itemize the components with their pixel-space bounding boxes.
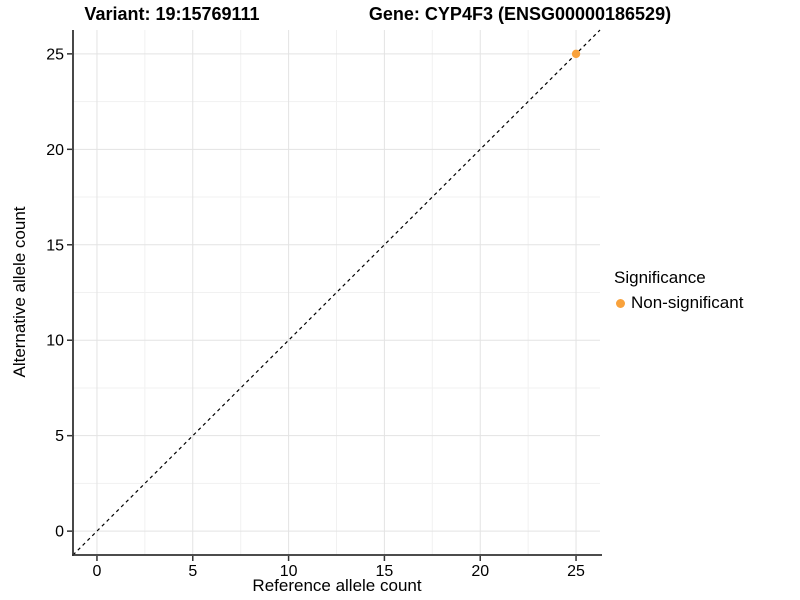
y-tick-label: 10 — [46, 333, 64, 350]
y-tick-label: 25 — [46, 46, 64, 63]
x-tick-label: 25 — [567, 563, 585, 580]
gene-title: Gene: CYP4F3 (ENSG00000186529) — [368, 4, 672, 24]
x-tick-label: 15 — [376, 563, 394, 580]
x-tick-label: 10 — [280, 563, 298, 580]
y-tick-label: 0 — [55, 524, 64, 541]
x-tick-label: 20 — [471, 563, 489, 580]
x-axis-title: Reference allele count — [252, 576, 422, 595]
legend-item-label: Non-significant — [631, 293, 744, 312]
y-tick-label: 5 — [55, 428, 64, 445]
legend-title: Significance — [614, 268, 706, 287]
point-marker-icon — [616, 298, 625, 308]
x-tick-label: 0 — [93, 563, 102, 580]
legend: Significance Non-significant — [614, 267, 743, 313]
variant-title: Variant: 19:15769111 — [84, 4, 260, 24]
legend-item: Non-significant — [614, 293, 743, 313]
identity-line — [72, 29, 601, 556]
y-axis-title: Alternative allele count — [10, 206, 29, 378]
data-point — [571, 49, 581, 59]
y-tick-label: 20 — [46, 142, 64, 159]
x-tick-label: 5 — [188, 563, 197, 580]
y-tick-label: 15 — [46, 237, 64, 254]
